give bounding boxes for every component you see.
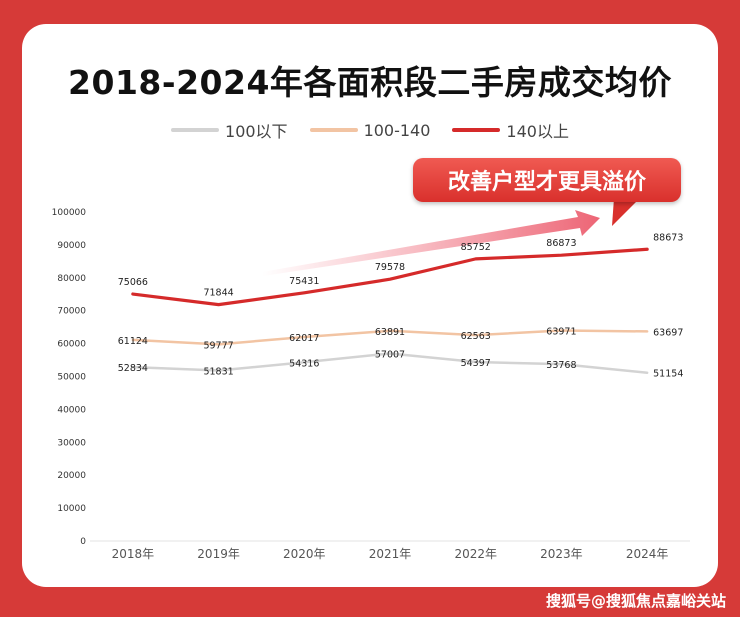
legend-label-under-100: 100以下 (225, 122, 288, 141)
legend-swatch-over-140 (452, 128, 501, 132)
x-tick-label: 2020年 (283, 547, 326, 561)
x-axis: 2018年 2019年 2020年 2021年 2022年 2023年 2024年 (90, 540, 690, 561)
data-label: 88673 (653, 232, 683, 243)
y-tick-label: 90000 (57, 241, 86, 251)
data-label: 59777 (203, 340, 233, 351)
x-tick-label: 2018年 (112, 547, 155, 561)
data-label: 71844 (203, 288, 233, 299)
data-label: 85752 (461, 242, 491, 253)
legend-swatch-100-140 (309, 128, 358, 132)
x-tick-label: 2019年 (197, 547, 240, 561)
y-tick-label: 50000 (57, 373, 86, 383)
series-line (131, 329, 649, 346)
data-label: 57007 (375, 349, 405, 360)
data-label: 52834 (118, 363, 148, 374)
series-line (131, 352, 649, 374)
data-label: 54316 (289, 358, 319, 369)
data-label: 79578 (375, 262, 405, 273)
data-labels: 52834 51831 54316 57007 54397 53768 51154 61124… (118, 232, 684, 379)
callout-banner: 改善户型才更具溢价 (413, 158, 681, 202)
y-tick-label: 80000 (57, 274, 86, 284)
y-tick-label: 10000 (57, 504, 86, 514)
data-label: 63891 (375, 327, 405, 338)
legend-label-over-140: 140以上 (506, 122, 569, 141)
data-label: 51154 (653, 369, 683, 380)
series-lines (131, 247, 649, 374)
data-label: 61124 (118, 336, 148, 347)
data-label: 75431 (289, 276, 319, 287)
trend-arrow-icon (262, 210, 600, 276)
y-tick-label: 70000 (57, 307, 86, 317)
chart-title: 2018-2024年各面积段二手房成交均价 (68, 63, 672, 102)
x-tick-label: 2021年 (369, 547, 412, 561)
data-label: 62563 (461, 331, 491, 342)
data-label: 86873 (546, 238, 576, 249)
legend-item-under-100: 100以下 (171, 118, 288, 142)
y-tick-label: 20000 (57, 471, 86, 481)
y-tick-label: 100000 (52, 208, 87, 218)
callout-pointer-icon (612, 198, 640, 226)
watermark: 搜狐号@搜狐焦点嘉峪关站 (545, 592, 726, 610)
chart-legend: 100以下 100-140 140以上 (0, 118, 740, 142)
legend-item-over-140: 140以上 (452, 118, 569, 142)
legend-label-100-140: 100-140 (363, 120, 431, 140)
series-line (131, 247, 649, 307)
y-tick-label: 60000 (57, 340, 86, 350)
chart-card (22, 24, 718, 587)
y-axis: 0 10000 20000 30000 40000 50000 60000 70000 8000… (52, 208, 87, 547)
data-label: 62017 (289, 333, 319, 344)
data-label: 53768 (546, 360, 576, 371)
data-label: 75066 (118, 277, 148, 288)
data-label: 63697 (653, 327, 683, 338)
data-label: 63971 (546, 327, 576, 338)
x-tick-label: 2022年 (454, 547, 497, 561)
data-label: 51831 (203, 366, 233, 377)
legend-item-100-140: 100-140 (309, 120, 431, 140)
data-label: 54397 (461, 358, 491, 369)
x-tick-label: 2024年 (626, 547, 669, 561)
x-tick-label: 2023年 (540, 547, 583, 561)
y-tick-label: 30000 (57, 438, 86, 448)
legend-swatch-under-100 (171, 128, 220, 132)
y-tick-label: 40000 (57, 405, 86, 415)
y-tick-label: 0 (80, 537, 86, 547)
